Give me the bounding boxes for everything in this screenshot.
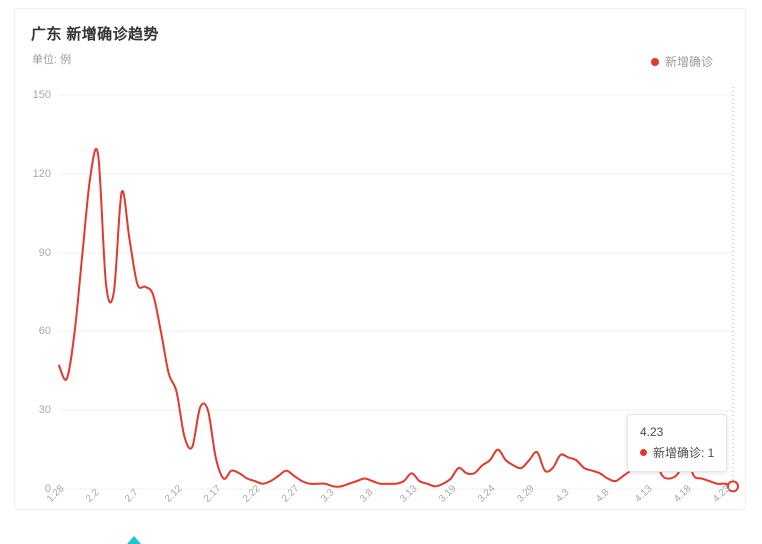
tooltip-series-row: 新增确诊: 1 xyxy=(640,444,714,463)
tooltip-series-value: 新增确诊: 1 xyxy=(653,445,715,460)
page-title: 广东 新增确诊趋势 xyxy=(31,26,159,43)
chart-card: 广东 新增确诊趋势 单位: 例 新增确诊 0 30 60 90 120 150 1.28 2.… xyxy=(14,8,746,510)
y-axis-tick-label: 120 xyxy=(32,167,51,180)
y-axis-tick-label: 30 xyxy=(38,404,51,417)
chart-legend[interactable]: 新增确诊 xyxy=(650,53,713,70)
triangle-up-icon[interactable] xyxy=(127,536,141,544)
chart-unit-label: 单位: 例 xyxy=(32,54,72,66)
y-axis-tick-label: 150 xyxy=(32,89,51,101)
chart-plot-area[interactable]: 0 30 60 90 120 150 1.28 2.2 2.7 2.12 2.17 2.22 2.27 3… xyxy=(15,9,747,511)
y-axis-tick-label: 60 xyxy=(38,325,51,338)
tooltip-dot-icon xyxy=(640,449,647,457)
tooltip-date: 4.23 xyxy=(640,425,664,439)
chart-tooltip: 4.23 新增确诊: 1 xyxy=(627,414,728,473)
y-axis-tick-label: 0 xyxy=(44,483,51,495)
chart-svg xyxy=(58,87,739,493)
legend-dot-icon xyxy=(650,57,659,66)
legend-label-new-confirmed: 新增确诊 xyxy=(664,55,713,69)
y-axis-tick-label: 90 xyxy=(38,246,51,259)
